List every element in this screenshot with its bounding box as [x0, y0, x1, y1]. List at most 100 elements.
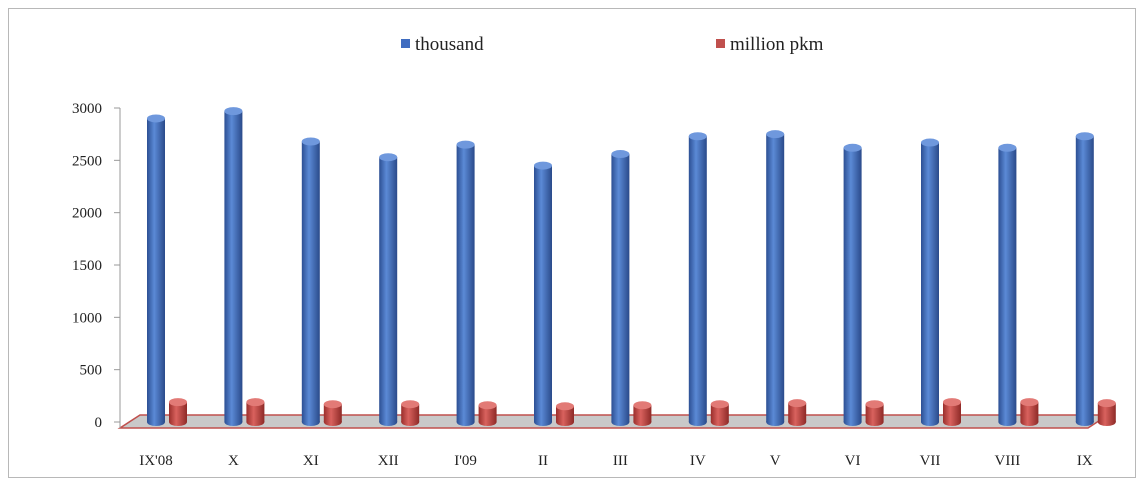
bar-thousand-body: [611, 154, 629, 422]
bar-thousand-base: [457, 418, 475, 426]
bar-thousand-cap: [998, 144, 1016, 152]
bar-thousand: [766, 130, 784, 426]
bar-thousand: [147, 114, 165, 426]
bar-thousand: [457, 141, 475, 426]
x-tick-label: XII: [378, 453, 399, 469]
legend-swatch-million-pkm: [716, 39, 725, 48]
y-tick-label: 2500: [72, 153, 102, 169]
bar-million-pkm-base: [246, 418, 264, 426]
bar-thousand: [379, 153, 397, 426]
bar-million-pkm-base: [633, 418, 651, 426]
bar-thousand-base: [224, 418, 242, 426]
bar-thousand-base: [147, 418, 165, 426]
bar-thousand-body: [1076, 136, 1094, 422]
bar-thousand-base: [998, 418, 1016, 426]
bar-thousand-cap: [689, 132, 707, 140]
bar-thousand-base: [689, 418, 707, 426]
bar-million-pkm-cap: [479, 401, 497, 409]
bar-thousand-cap: [1076, 132, 1094, 140]
bar-million-pkm-base: [788, 418, 806, 426]
bar-thousand-cap: [147, 114, 165, 122]
bar-thousand-cap: [534, 162, 552, 170]
bar-million-pkm: [246, 398, 264, 426]
bar-million-pkm: [943, 398, 961, 426]
legend: thousand million pkm: [401, 34, 824, 55]
x-tick-label: IX'08: [139, 453, 173, 469]
x-tick-label: X: [228, 453, 239, 469]
y-tick-label: 0: [95, 415, 103, 431]
bar-thousand-cap: [766, 130, 784, 138]
bar-million-pkm-cap: [556, 402, 574, 410]
bar-thousand-body: [302, 141, 320, 422]
legend-label-thousand: thousand: [415, 34, 484, 55]
bar-million-pkm: [711, 400, 729, 426]
bar-thousand-body: [224, 111, 242, 422]
bar-thousand-body: [147, 118, 165, 422]
bar-million-pkm-cap: [633, 401, 651, 409]
bar-thousand-base: [1076, 418, 1094, 426]
y-axis-ticks: 0 500 1000 1500 2000 2500 3000: [72, 101, 120, 431]
bars-group: [147, 107, 1116, 426]
bar-million-pkm-cap: [1020, 398, 1038, 406]
bar-million-pkm-cap: [943, 398, 961, 406]
bar-thousand-base: [766, 418, 784, 426]
x-tick-label: V: [770, 453, 781, 469]
bar-million-pkm-cap: [788, 399, 806, 407]
x-tick-label: VI: [845, 453, 861, 469]
bar-thousand-cap: [457, 141, 475, 149]
bar-million-pkm-base: [169, 418, 187, 426]
legend-swatch-thousand: [401, 39, 410, 48]
bar-thousand-cap: [302, 137, 320, 145]
bar-million-pkm: [1098, 399, 1116, 426]
y-tick-label: 500: [80, 363, 103, 379]
bar-million-pkm-cap: [1098, 399, 1116, 407]
bar-thousand-cap: [844, 144, 862, 152]
x-tick-label: VII: [920, 453, 941, 469]
bar-thousand: [998, 144, 1016, 426]
bar-million-pkm-base: [324, 418, 342, 426]
bar-million-pkm-base: [866, 418, 884, 426]
bar-thousand: [611, 150, 629, 426]
bar-thousand-base: [611, 418, 629, 426]
bar-thousand: [844, 144, 862, 426]
bar-million-pkm-cap: [169, 398, 187, 406]
bar-thousand-base: [534, 418, 552, 426]
bar-thousand-body: [379, 157, 397, 422]
bar-million-pkm-base: [711, 418, 729, 426]
bar-thousand-body: [766, 134, 784, 422]
bar-thousand-body: [844, 148, 862, 422]
x-tick-label: IV: [690, 453, 706, 469]
bar-million-pkm-cap: [324, 400, 342, 408]
y-tick-label: 1500: [72, 258, 102, 274]
bar-thousand-base: [921, 418, 939, 426]
x-tick-label: III: [613, 453, 628, 469]
bar-thousand-base: [302, 418, 320, 426]
y-tick-label: 2000: [72, 206, 102, 222]
bar-million-pkm: [401, 400, 419, 426]
x-tick-label: XI: [303, 453, 319, 469]
bar-million-pkm-base: [943, 418, 961, 426]
bar-thousand: [302, 137, 320, 426]
bar-thousand: [534, 162, 552, 426]
bar-thousand: [921, 139, 939, 426]
bar-million-pkm-base: [556, 418, 574, 426]
bar-million-pkm-base: [479, 418, 497, 426]
bar-thousand-cap: [379, 153, 397, 161]
bar-million-pkm: [1020, 398, 1038, 426]
bar-million-pkm: [479, 401, 497, 426]
x-tick-label: IX: [1077, 453, 1093, 469]
bar-thousand-body: [689, 136, 707, 422]
bar-thousand-cap: [921, 139, 939, 147]
bar-million-pkm-cap: [246, 398, 264, 406]
x-tick-label: II: [538, 453, 548, 469]
bar-thousand: [689, 132, 707, 426]
bar-million-pkm-cap: [401, 400, 419, 408]
bar-million-pkm: [866, 400, 884, 426]
x-axis-labels: IX'08 X XI XII I'09 II III IV V VI VII VIII IX: [139, 453, 1093, 469]
y-tick-label: 3000: [72, 101, 102, 117]
bar-million-pkm-base: [1020, 418, 1038, 426]
bar-thousand-body: [457, 145, 475, 422]
bar-million-pkm-cap: [866, 400, 884, 408]
bar-thousand-base: [379, 418, 397, 426]
y-tick-label: 1000: [72, 310, 102, 326]
